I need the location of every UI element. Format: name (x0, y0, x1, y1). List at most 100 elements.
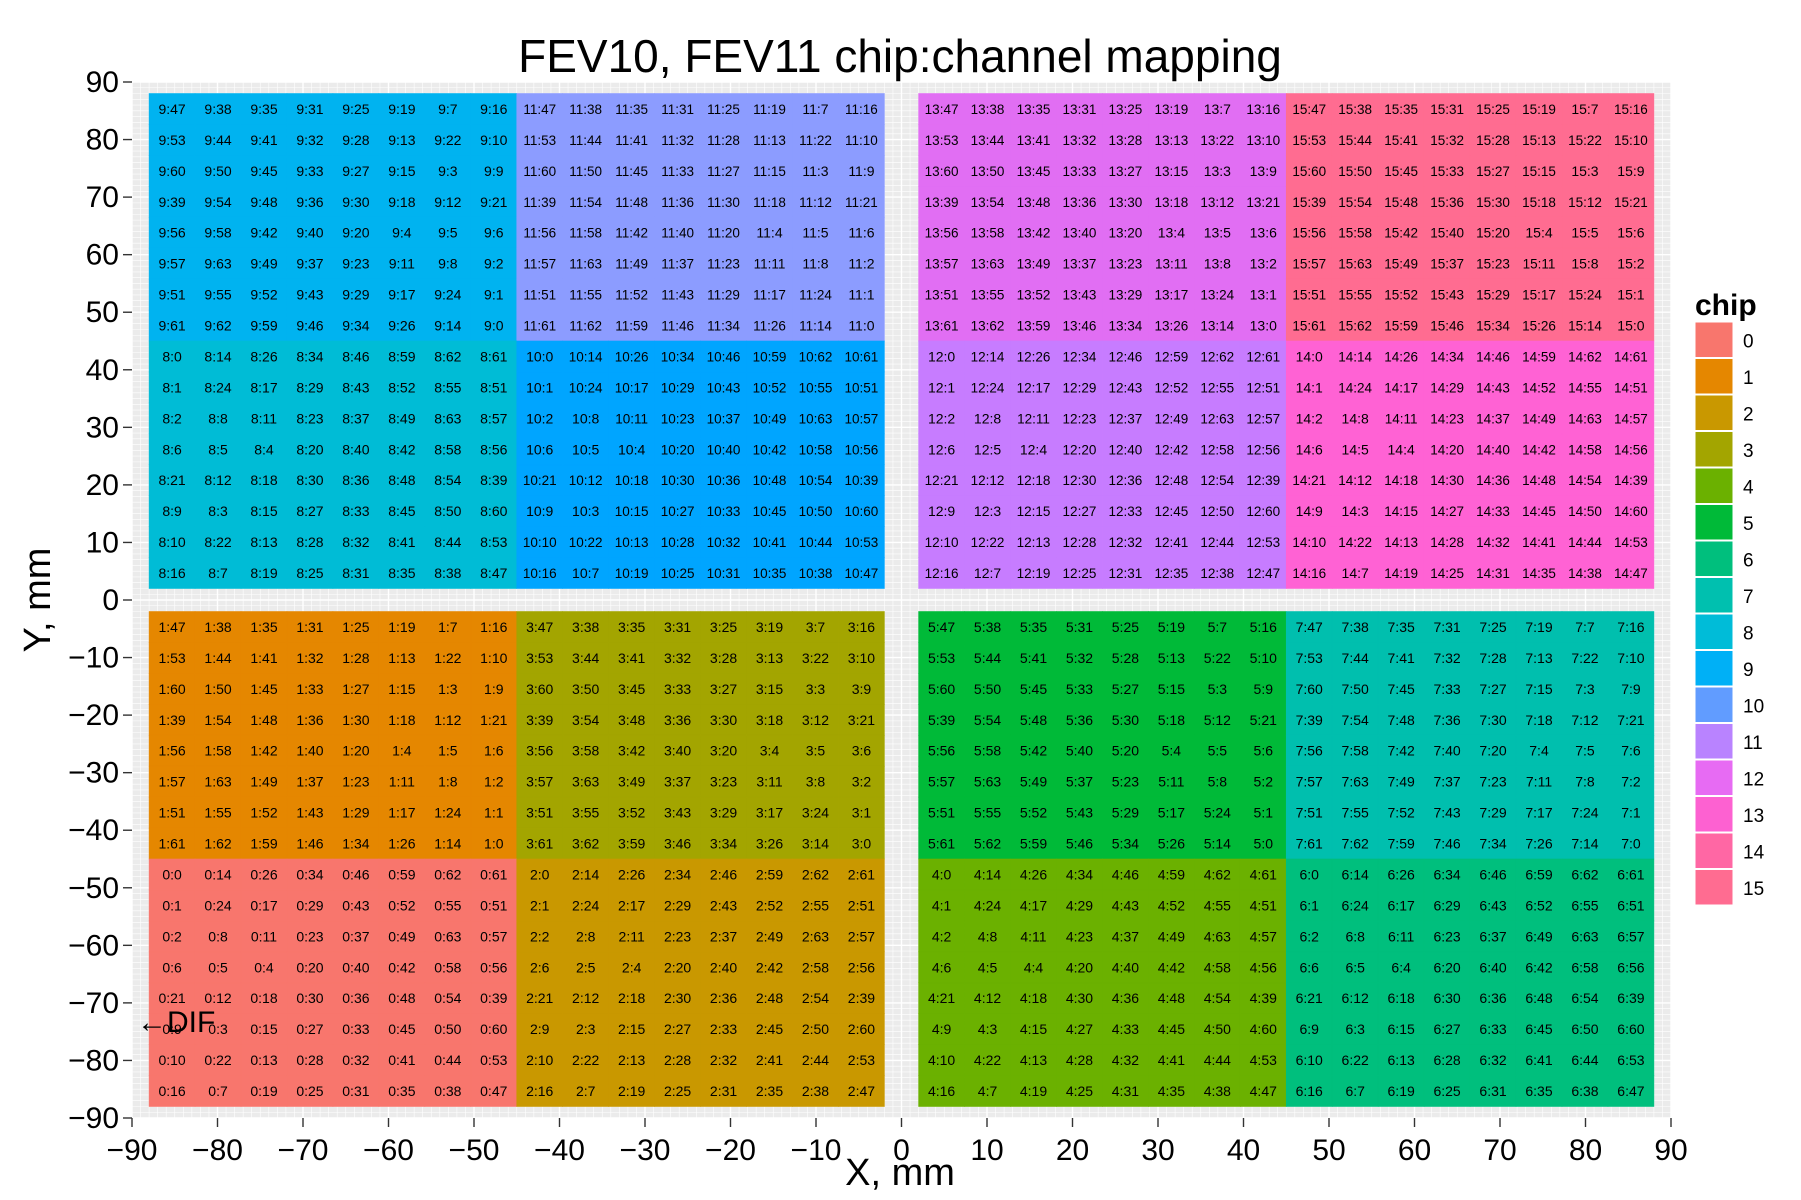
pad-cell-label: 8:61 (480, 348, 507, 364)
pad-cell-label: 14:37 (1476, 411, 1510, 426)
pad-cell (148, 278, 196, 311)
pad-cell (1285, 858, 1333, 891)
pad-cell-label: 14:7 (1342, 565, 1369, 581)
pad-cell-label: 14:28 (1430, 535, 1464, 550)
pad-cell-label: 3:3 (806, 681, 826, 697)
pad-cell (654, 920, 701, 953)
pad-cell-label: 2:35 (756, 1083, 783, 1099)
pad-cell-label: 5:20 (1112, 743, 1139, 759)
pad-cell (1239, 611, 1287, 643)
pad-cell-label: 6:59 (1525, 866, 1552, 882)
pad-cell-label: 6:29 (1433, 897, 1460, 913)
pad-cell (1561, 309, 1609, 342)
pad-cell (1331, 765, 1379, 798)
pad-cell-label: 11:48 (615, 195, 648, 210)
pad-cell-label: 10:29 (661, 380, 695, 395)
pad-cell-label: 1:41 (250, 650, 277, 666)
pad-cell-label: 11:7 (802, 101, 828, 117)
pad-cell-label: 2:57 (848, 928, 875, 944)
pad-cell-label: 5:47 (928, 619, 955, 635)
pad-cell-label: 12:53 (1246, 535, 1280, 550)
pad-cell-label: 7:17 (1525, 805, 1552, 821)
pad-cell-label: 7:54 (1342, 712, 1369, 728)
pad-cell (792, 402, 839, 435)
pad-cell (1010, 1013, 1057, 1045)
pad-cell-label: 2:10 (526, 1052, 553, 1068)
pad-cell-label: 3:17 (756, 805, 783, 821)
pad-cell-label: 8:45 (388, 503, 415, 519)
pad-cell (1331, 216, 1379, 249)
pad-cell (746, 704, 793, 736)
pad-cell (918, 371, 965, 404)
pad-cell (332, 557, 380, 589)
pad-cell-label: 14:27 (1430, 504, 1464, 519)
pad-cell-label: 9:19 (388, 101, 415, 117)
pad-cell (918, 796, 965, 829)
pad-cell (1515, 765, 1563, 798)
pad-cell-label: 11:29 (707, 288, 740, 303)
pad-cell-label: 8:53 (480, 534, 507, 550)
pad-cell-label: 10:17 (615, 380, 649, 395)
pad-cell (838, 186, 885, 218)
pad-cell (700, 433, 747, 466)
pad-cell (1285, 371, 1333, 404)
pad-cell (1377, 464, 1425, 496)
pad-cell-label: 15:46 (1430, 319, 1464, 334)
pad-cell-label: 11:60 (523, 164, 556, 179)
pad-cell-label: 15:29 (1476, 288, 1510, 303)
pad-cell-label: 3:5 (806, 743, 826, 759)
pad-cell-label: 8:32 (342, 534, 369, 550)
pad-cell-label: 13:19 (1154, 102, 1188, 117)
pad-cell (1561, 642, 1609, 674)
pad-cell-label: 2:11 (619, 928, 645, 944)
pad-cell (332, 827, 380, 860)
pad-cell-label: 15:48 (1384, 195, 1418, 210)
pad-cell (838, 247, 885, 280)
pad-cell (470, 982, 518, 1014)
pad-cell-label: 10:46 (707, 349, 741, 364)
x-axis-label: X, mm (845, 1152, 955, 1194)
pad-cell-label: 3:55 (572, 805, 599, 821)
pad-cell-label: 4:52 (1158, 897, 1185, 913)
pad-cell (1423, 186, 1471, 218)
y-tick-label: −40 (68, 814, 119, 847)
pad-cell (1010, 371, 1057, 404)
pad-cell-label: 5:12 (1204, 712, 1231, 728)
pad-cell-label: 3:21 (848, 712, 875, 728)
pad-cell (964, 796, 1011, 829)
pad-cell (1515, 611, 1563, 643)
pad-cell (1377, 1075, 1425, 1107)
pad-cell-label: 7:45 (1388, 681, 1415, 697)
pad-cell (1194, 495, 1241, 527)
pad-cell (1331, 827, 1379, 860)
pad-cell (1194, 309, 1241, 342)
pad-cell-label: 8:9 (162, 503, 182, 519)
pad-cell-label: 8:11 (251, 410, 277, 426)
pad-cell (516, 951, 564, 984)
pad-cell-label: 13:30 (1109, 195, 1143, 210)
pad-cell-label: 3:12 (802, 712, 829, 728)
legend-key (1694, 650, 1734, 687)
pad-cell-label: 1:62 (204, 836, 231, 852)
pad-cell-label: 5:0 (1254, 836, 1274, 852)
pad-cell-label: 13:14 (1200, 319, 1234, 334)
pad-cell-label: 0:38 (434, 1083, 461, 1099)
pad-cell-label: 3:39 (526, 712, 553, 728)
pad-cell-label: 11:34 (707, 319, 740, 334)
pad-cell (332, 464, 380, 496)
pad-cell (838, 557, 885, 589)
pad-cell-label: 2:51 (848, 897, 875, 913)
pad-cell-label: 0:53 (480, 1052, 507, 1068)
pad-cell (470, 186, 518, 218)
pad-cell-label: 4:45 (1158, 1021, 1185, 1037)
pad-cell (1331, 186, 1379, 218)
pad-cell (378, 340, 426, 373)
pad-cell (1102, 402, 1149, 435)
pad-cell-label: 15:63 (1338, 257, 1372, 272)
pad-cell (562, 433, 609, 466)
pad-cell (286, 155, 334, 187)
pad-cell (1423, 155, 1471, 187)
pad-cell-label: 9:1 (484, 287, 504, 303)
pad-cell (1148, 704, 1195, 736)
pad-cell-label: 5:42 (1020, 743, 1047, 759)
